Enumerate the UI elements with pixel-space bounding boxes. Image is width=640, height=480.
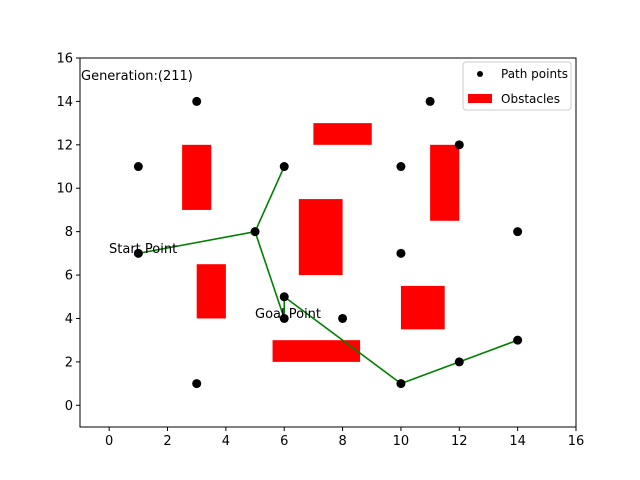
start-point-label: Start Point	[109, 242, 177, 257]
x-axis: 0 2 4 6 8 10 12 14 16	[105, 427, 584, 449]
axes-frame	[79, 57, 577, 428]
path-point-8	[338, 313, 348, 323]
x-tick-label-2: 2	[163, 434, 171, 449]
path-point-16	[513, 335, 523, 345]
path-point-3	[192, 379, 202, 389]
path-point-2	[192, 96, 202, 106]
obstacles-layer	[182, 123, 460, 362]
path-point-14	[454, 357, 464, 367]
obstacle-3	[298, 199, 343, 276]
path-point-5	[279, 162, 289, 172]
legend-obstacle-marker	[468, 94, 492, 103]
path-point-15	[513, 227, 523, 237]
path-point-12	[425, 96, 435, 106]
x-tick-label-6: 6	[280, 434, 288, 449]
x-tick-label-14: 14	[509, 434, 526, 449]
x-tick-label-16: 16	[568, 434, 585, 449]
path-point-6	[279, 292, 289, 302]
generation-label: Generation:(211)	[81, 69, 193, 84]
y-axis: 0 2 4 6 8 10 12 14 16	[56, 52, 80, 414]
legend: Path points Obstacles	[462, 61, 572, 111]
y-tick-label-14: 14	[56, 95, 73, 110]
obstacle-5	[400, 285, 445, 330]
y-tick-label-0: 0	[65, 399, 73, 414]
legend-path-points-label: Path points	[501, 67, 568, 81]
y-tick-label-2: 2	[65, 355, 73, 370]
x-tick-label-12: 12	[451, 434, 468, 449]
path-point-13	[454, 140, 464, 150]
y-tick-label-8: 8	[65, 225, 73, 240]
path-point-11	[396, 379, 406, 389]
obstacle-0	[182, 144, 212, 210]
path-point-1	[133, 162, 143, 172]
path-point-9	[396, 162, 406, 172]
obstacle-1	[196, 264, 226, 319]
obstacle-6	[272, 340, 361, 362]
legend-obstacles-label: Obstacles	[501, 92, 560, 106]
y-tick-label-4: 4	[65, 312, 73, 327]
path-point-4	[250, 227, 260, 237]
path-point-0	[133, 248, 143, 258]
path-points-layer	[133, 96, 523, 389]
x-tick-label-0: 0	[105, 434, 113, 449]
path-point-7	[279, 313, 289, 323]
path-point-10	[396, 248, 406, 258]
y-tick-label-16: 16	[56, 52, 73, 67]
y-tick-label-10: 10	[56, 182, 73, 197]
x-tick-label-8: 8	[338, 434, 346, 449]
y-tick-label-6: 6	[65, 269, 73, 284]
legend-point-marker	[477, 71, 483, 77]
y-tick-label-12: 12	[56, 138, 73, 153]
x-tick-label-4: 4	[222, 434, 230, 449]
goal-point-label: Goal Point	[255, 307, 321, 322]
obstacle-2	[313, 123, 372, 145]
obstacle-4	[430, 144, 460, 221]
x-tick-label-10: 10	[393, 434, 410, 449]
